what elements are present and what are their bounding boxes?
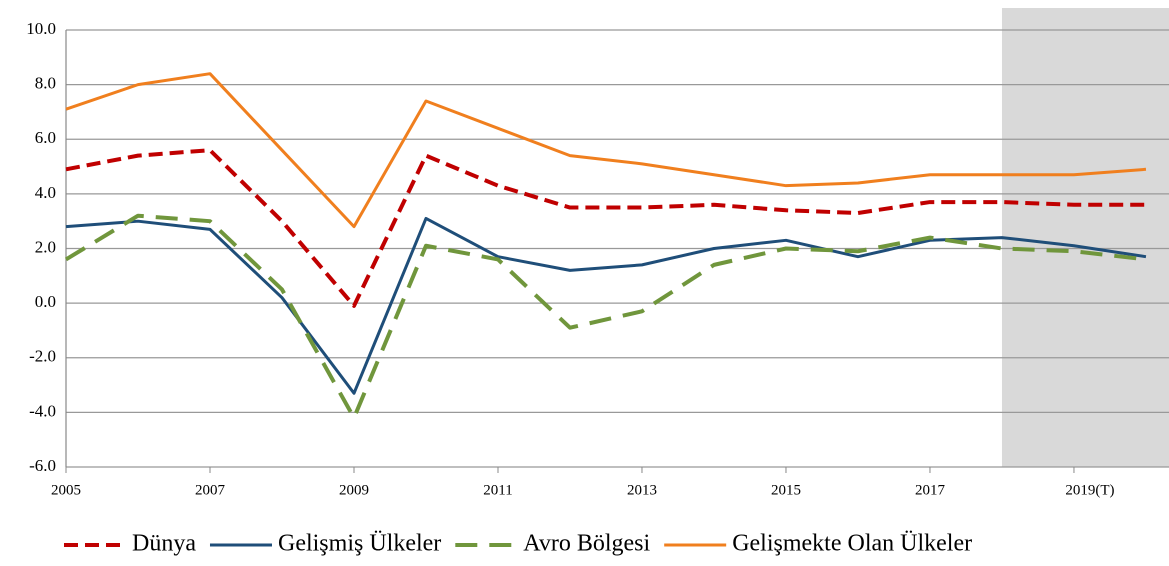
x-tick-label: 2007 [195, 482, 226, 498]
y-tick-label: -4.0 [29, 401, 56, 420]
series-line [65, 148, 1146, 308]
x-tick-label: 2019(T) [1065, 482, 1114, 498]
y-tick-label: 0.0 [35, 292, 56, 311]
x-tick-label: 2013 [627, 482, 657, 498]
series-line [64, 213, 1147, 420]
x-tick-label: 2015 [771, 482, 801, 498]
y-tick-label: -6.0 [29, 456, 56, 475]
y-tick-label: 4.0 [35, 183, 56, 202]
y-tick-label: 2.0 [35, 237, 56, 256]
y-tick-label: 6.0 [35, 128, 56, 147]
forecast-shade [1001, 8, 1169, 467]
y-tick-label: 8.0 [35, 74, 56, 93]
x-tick-label: 2017 [915, 482, 946, 498]
y-tick-label: 10.0 [26, 19, 56, 38]
x-tick-label: 2005 [51, 482, 81, 498]
series-line [65, 72, 1147, 229]
legend-label: Gelişmekte Olan Ülkeler [732, 531, 972, 557]
legend-label: Dünya [132, 531, 196, 557]
x-tick-label: 2009 [339, 482, 369, 498]
legend-label: Gelişmiş Ülkeler [278, 531, 441, 557]
series-line [65, 216, 1147, 395]
y-tick-label: -2.0 [29, 347, 56, 366]
legend-label: Avro Bölgesi [523, 531, 650, 557]
x-tick-label: 2011 [483, 482, 512, 498]
